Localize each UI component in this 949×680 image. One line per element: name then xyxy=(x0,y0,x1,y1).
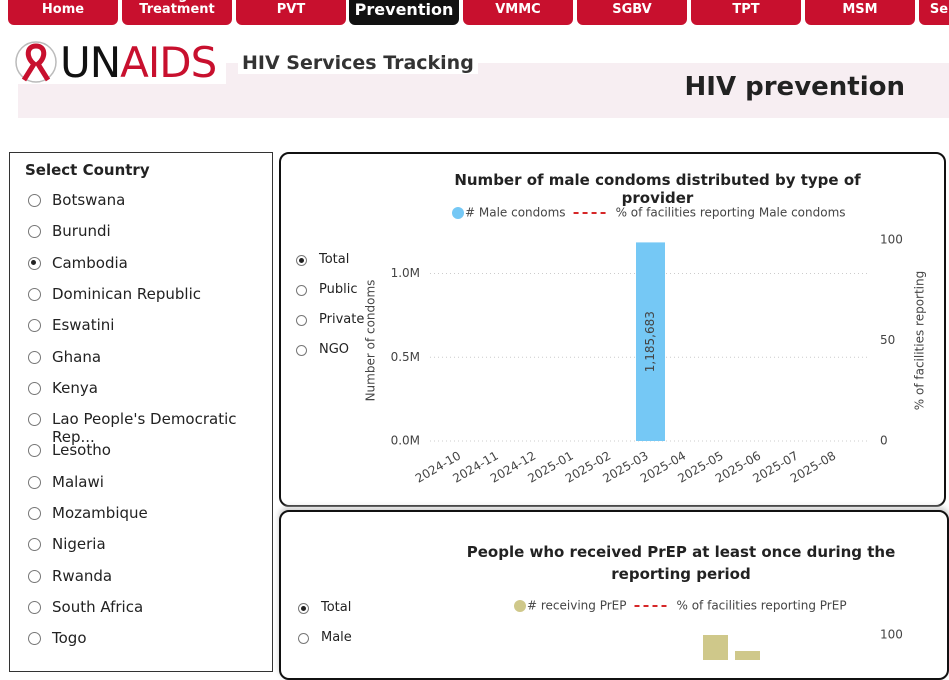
nav-tab[interactable]: Home xyxy=(8,0,118,25)
nav-tab[interactable]: TPT xyxy=(691,0,801,25)
country-label[interactable]: Rwanda xyxy=(52,566,113,585)
logo: UNAIDS xyxy=(10,38,226,87)
country-label[interactable]: Mozambique xyxy=(52,504,148,522)
nav-tab[interactable]: Prevention xyxy=(349,0,459,25)
partial-bar xyxy=(703,635,728,660)
country-label[interactable]: Lao People's Democratic Rep... xyxy=(52,410,237,447)
country-radio[interactable] xyxy=(28,569,41,583)
country-label[interactable]: Dominican Republic xyxy=(52,284,202,303)
country-label[interactable]: Eswatini xyxy=(52,316,115,335)
logo-text: UNAIDS xyxy=(60,38,217,87)
country-label[interactable]: Kenya xyxy=(52,378,98,397)
country-radio[interactable] xyxy=(28,444,41,458)
country-radio[interactable] xyxy=(28,507,41,520)
legend-label: % of facilities reporting PrEP xyxy=(677,599,847,613)
option-radio[interactable] xyxy=(296,345,307,356)
nav-tab[interactable]: MSM xyxy=(805,0,915,25)
country-radio[interactable] xyxy=(28,632,41,646)
y-axis-label: Number of condoms xyxy=(364,280,378,402)
country-label[interactable]: Lesotho xyxy=(52,441,111,460)
value-label: 1,185,683 xyxy=(643,311,657,372)
filter-title: Select Country xyxy=(25,161,150,179)
nav-tab[interactable]: Testing and Treatment xyxy=(122,0,232,25)
y-tick-label: 1.0M xyxy=(391,266,420,280)
option-label[interactable]: Private xyxy=(319,312,365,327)
option-radio[interactable] xyxy=(298,633,309,644)
page-title: HIV prevention xyxy=(684,72,905,102)
y2-axis-label: % of facilities reporting xyxy=(913,271,927,410)
page: HomeTesting and TreatmentPVTPreventionVM… xyxy=(8,0,949,680)
nav-tab[interactable]: Se xyxy=(919,0,949,25)
legend-label: % of facilities reporting Male condoms xyxy=(616,206,846,220)
chart-title: Number of male condoms distributed by ty… xyxy=(454,171,861,207)
nav-tab[interactable]: VMMC xyxy=(463,0,573,25)
country-label[interactable]: Burundi xyxy=(52,222,111,241)
country-label[interactable]: Botswana xyxy=(52,191,126,209)
country-label[interactable]: Togo xyxy=(52,629,87,648)
option-label[interactable]: Total xyxy=(319,252,350,267)
logo-aids: AIDS xyxy=(120,38,217,87)
y2-tick-label: 0 xyxy=(880,434,888,448)
country-radio[interactable] xyxy=(28,225,41,239)
country-radio[interactable] xyxy=(28,350,41,364)
nav-tab[interactable]: PVT xyxy=(236,0,346,25)
bar xyxy=(636,242,665,441)
legend-label: # Male condoms xyxy=(465,206,566,220)
country-radio[interactable] xyxy=(28,287,41,301)
chart-title: People who received PrEP at least once d… xyxy=(466,543,896,583)
legend-swatch xyxy=(514,600,526,612)
y2-tick-label: 50 xyxy=(880,333,895,347)
option-radio[interactable] xyxy=(298,603,309,614)
legend-label: # receiving PrEP xyxy=(527,599,627,613)
option-radio[interactable] xyxy=(296,315,307,326)
option-radio[interactable] xyxy=(296,285,307,296)
partial-bar xyxy=(735,651,760,660)
country-radio[interactable] xyxy=(28,319,41,333)
option-label[interactable]: Public xyxy=(319,282,358,297)
y-tick-label: 0.0M xyxy=(391,434,420,448)
country-label[interactable]: Ghana xyxy=(52,347,102,366)
option-label[interactable]: NGO xyxy=(319,342,350,357)
option-label[interactable]: Male xyxy=(321,630,352,645)
country-radio[interactable] xyxy=(28,413,41,427)
country-label[interactable]: Nigeria xyxy=(52,535,106,554)
app-title: HIV Services Tracking xyxy=(238,52,478,74)
country-radio[interactable] xyxy=(28,194,41,207)
country-radio[interactable] xyxy=(28,475,41,489)
y2-tick-label: 100 xyxy=(880,233,903,247)
y2-tick-label: 100 xyxy=(880,628,903,642)
country-panel: Select Country Botswana Burundi Cambodia Do… xyxy=(9,152,273,672)
country-label[interactable]: Malawi xyxy=(52,472,104,491)
chart-card xyxy=(279,152,946,507)
country-label[interactable]: Cambodia xyxy=(52,253,128,272)
legend-swatch xyxy=(452,207,464,219)
logo-un: UN xyxy=(60,38,121,87)
country-radio[interactable] xyxy=(28,538,41,552)
nav-tab[interactable]: SGBV xyxy=(577,0,687,25)
ribbon-icon xyxy=(15,41,57,83)
country-radio[interactable] xyxy=(28,256,41,270)
country-radio[interactable] xyxy=(28,381,41,395)
country-radio[interactable] xyxy=(28,600,41,614)
country-label[interactable]: South Africa xyxy=(52,597,144,616)
option-radio[interactable] xyxy=(296,255,307,266)
option-label[interactable]: Total xyxy=(321,600,352,615)
y-tick-label: 0.5M xyxy=(391,350,420,364)
charts: # Male condoms % of facilities reporting … xyxy=(364,206,927,660)
